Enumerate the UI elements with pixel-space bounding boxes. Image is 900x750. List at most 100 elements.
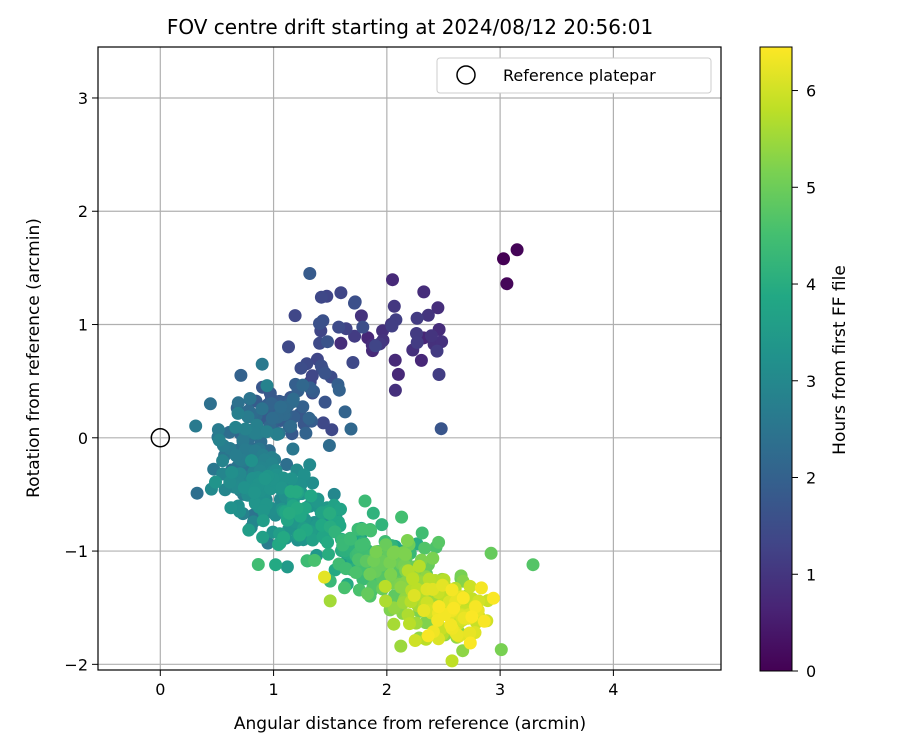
y-axis-ticks: −2 −1 0 1 2 3 — [64, 89, 98, 674]
scatter-point — [486, 591, 500, 605]
scatter-point — [296, 378, 310, 392]
y-tick-label: 1 — [78, 316, 88, 335]
colorbar-tick-label: 4 — [806, 275, 816, 294]
x-tick-label: 1 — [268, 680, 278, 699]
scatter-point — [386, 273, 399, 287]
scatter-point — [447, 601, 461, 615]
scatter-point — [469, 600, 483, 614]
scatter-point — [408, 634, 422, 647]
scatter-point — [305, 369, 319, 383]
scatter-point — [280, 458, 294, 471]
scatter-point — [349, 566, 363, 579]
scatter-point — [510, 243, 524, 257]
scatter-point — [421, 629, 435, 643]
scatter-point — [286, 442, 300, 456]
scatter-point — [419, 616, 433, 630]
scatter-point — [284, 419, 298, 433]
scatter-point — [260, 379, 274, 393]
scatter-point — [410, 336, 424, 349]
scatter-point — [356, 522, 369, 536]
scatter-point — [363, 567, 377, 581]
y-tick-label: 3 — [78, 89, 88, 108]
scatter-point — [306, 533, 320, 547]
scatter-point — [456, 591, 470, 605]
scatter-point — [403, 617, 416, 631]
scatter-point — [243, 392, 257, 405]
scatter-point — [318, 366, 332, 380]
scatter-point — [224, 501, 238, 515]
scatter-point — [282, 506, 296, 520]
legend: Reference platepar — [436, 57, 712, 94]
scatter-point — [379, 594, 393, 608]
scatter-point — [432, 600, 446, 614]
scatter-point — [318, 395, 332, 409]
scatter-point — [308, 553, 322, 567]
plot-frame — [97, 46, 722, 671]
colorbar-tick-label: 1 — [806, 565, 816, 584]
scatter-point — [421, 308, 435, 322]
scatter-point — [426, 582, 440, 596]
x-tick-label: 3 — [495, 680, 505, 699]
scatter-point — [387, 617, 401, 631]
scatter-point — [426, 551, 440, 565]
scatter-point — [394, 639, 408, 653]
scatter-point — [358, 494, 372, 508]
scatter-point — [465, 610, 479, 624]
scatter-point — [348, 329, 362, 343]
scatter-point — [415, 526, 429, 540]
scatter-point — [237, 481, 251, 495]
scatter-point — [303, 267, 317, 280]
scatter-point — [348, 296, 361, 310]
scatter-point — [369, 339, 382, 353]
scatter-point — [256, 514, 270, 528]
scatter-point — [385, 319, 399, 333]
scatter-point — [323, 594, 337, 608]
scatter-point — [321, 535, 335, 549]
colorbar-tick-label: 6 — [806, 82, 816, 101]
reference-marker — [150, 428, 171, 448]
scatter-point — [234, 368, 248, 382]
scatter-point — [444, 618, 458, 632]
scatter-point — [242, 523, 256, 537]
scatter-point — [445, 583, 459, 597]
scatter-point — [344, 422, 358, 436]
scatter-point — [258, 472, 272, 486]
scatter-point — [463, 626, 477, 640]
scatter-point — [497, 252, 510, 266]
scatter-point — [304, 489, 318, 503]
colorbar-tick-label: 2 — [806, 469, 816, 488]
scatter-point — [463, 579, 477, 593]
scatter-point — [216, 454, 230, 468]
scatter-point — [400, 534, 414, 547]
scatter-point — [346, 356, 360, 369]
colorbar-ticks: 0 1 2 3 4 5 6 — [792, 82, 816, 681]
scatter-point — [334, 286, 348, 300]
scatter-point — [299, 426, 313, 440]
scatter-point — [260, 425, 274, 439]
x-axis-label: Angular distance from reference (arcmin) — [234, 714, 586, 734]
scatter-point — [277, 531, 291, 544]
scatter-point — [388, 383, 402, 397]
scatter-point — [494, 643, 508, 657]
legend-box — [436, 57, 712, 94]
scatter-point — [238, 422, 252, 436]
scatter-point — [280, 560, 294, 574]
scatter-point — [286, 392, 300, 406]
scatter-point — [306, 476, 320, 490]
grid-lines — [98, 47, 721, 670]
scatter-point — [321, 335, 334, 349]
scatter-point — [316, 416, 330, 430]
x-tick-label: 4 — [608, 680, 618, 699]
scatter-point — [211, 423, 225, 437]
scatter-point — [432, 535, 446, 549]
colorbar-tick-label: 5 — [806, 178, 816, 197]
scatter-point — [477, 614, 491, 628]
scatter-point — [294, 361, 308, 375]
scatter-point — [225, 465, 239, 479]
scatter-point — [334, 336, 348, 350]
colorbar-tick-label: 0 — [806, 662, 816, 681]
scatter-point — [384, 568, 398, 582]
scatter-point — [314, 290, 328, 304]
scatter-point — [399, 548, 412, 561]
scatter-point — [418, 541, 432, 555]
